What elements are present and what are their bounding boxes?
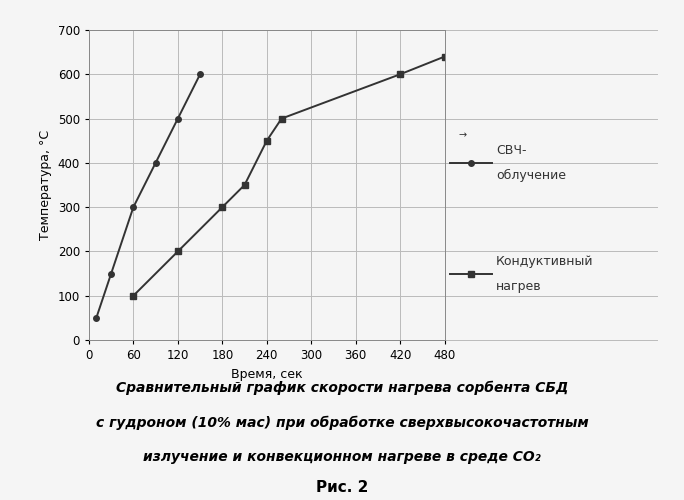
Text: Сравнительный график скорости нагрева сорбента СБД: Сравнительный график скорости нагрева со… (116, 380, 568, 394)
Text: нагрев: нагрев (496, 280, 542, 292)
Text: Кондуктивный: Кондуктивный (496, 254, 594, 268)
Text: облучение: облучение (496, 169, 566, 182)
Text: СВЧ-: СВЧ- (496, 144, 527, 157)
Text: →: → (458, 130, 466, 140)
Text: с гудроном (10% мас) при обработке сверхвысокочастотным: с гудроном (10% мас) при обработке сверх… (96, 416, 588, 430)
Text: Рис. 2: Рис. 2 (316, 480, 368, 495)
Text: излучение и конвекционном нагреве в среде СО₂: излучение и конвекционном нагреве в сред… (143, 450, 541, 464)
X-axis label: Время, сек: Время, сек (231, 368, 302, 380)
Y-axis label: Температура, °С: Температура, °С (39, 130, 52, 240)
